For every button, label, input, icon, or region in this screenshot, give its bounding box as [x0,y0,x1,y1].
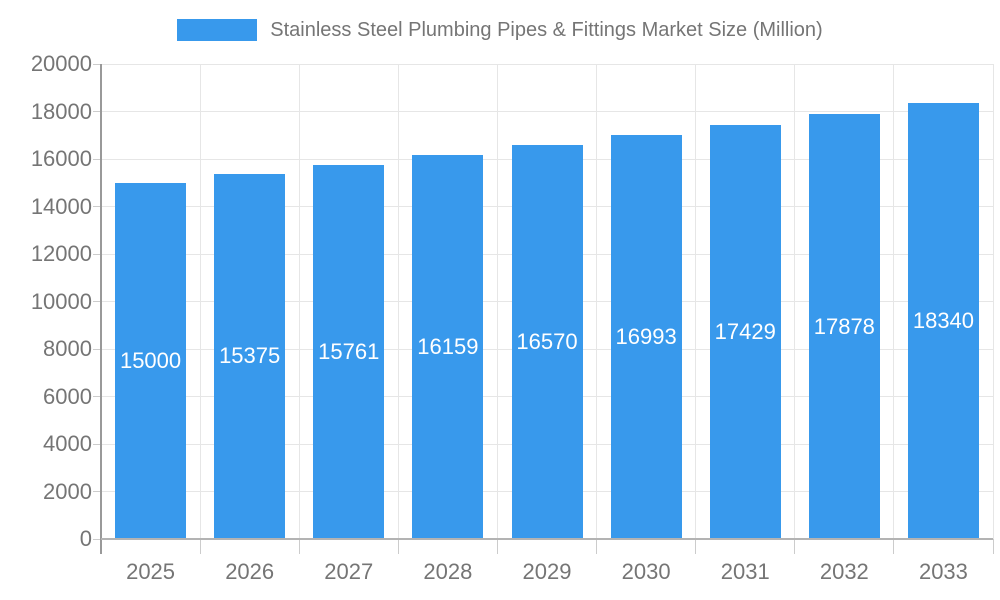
y-tick-label: 14000 [30,193,92,219]
x-axis-line [101,538,993,540]
y-tick-label: 12000 [30,241,92,266]
x-axis-tick [695,539,697,554]
legend-swatch-icon [177,19,258,41]
y-tick-label: 10000 [30,288,92,314]
y-axis-tick [93,396,101,397]
bar-value-label: 15761 [318,338,380,364]
x-axis-tick [992,539,994,554]
x-axis-tick [298,539,300,554]
y-tick-label: 16000 [30,146,92,171]
chart-legend[interactable]: Stainless Steel Plumbing Pipes & Fitting… [0,15,1000,45]
y-tick-label: 8000 [43,336,92,361]
v-gridline [496,64,498,539]
x-tick-label: 2031 [720,559,770,584]
h-gridline [101,63,993,65]
h-gridline [101,111,993,112]
bar-value-label: 17878 [813,313,875,339]
y-axis-line [100,64,102,554]
v-gridline [695,64,697,539]
bar-value-label: 16159 [417,334,479,360]
v-gridline [893,64,895,539]
v-gridline [794,64,796,539]
x-tick-label: 2029 [522,559,572,584]
x-tick-label: 2027 [324,559,374,584]
x-axis-tick [893,539,895,554]
legend-label: Stainless Steel Plumbing Pipes & Fitting… [270,18,823,41]
bar-value-label: 15375 [219,343,281,369]
x-tick-label: 2033 [918,559,968,584]
x-axis-tick [794,539,796,554]
y-axis-tick [93,348,101,350]
v-gridline [397,64,399,539]
bar-value-label: 16993 [615,324,677,350]
y-tick-label: 4000 [43,431,92,456]
bar-value-label: 18340 [912,308,975,334]
bar-value-label: 16570 [516,329,578,355]
y-axis-tick [93,63,101,65]
y-axis-tick [93,301,101,302]
y-axis-tick [93,443,101,445]
bar[interactable] [610,135,682,539]
bar[interactable] [511,145,583,539]
v-gridline [596,64,598,539]
y-axis-tick [93,111,101,112]
bar-value-label: 17429 [714,319,776,345]
x-axis-tick [199,539,201,554]
x-axis-tick [496,539,498,554]
bar[interactable] [313,164,385,539]
x-tick-label: 2032 [819,559,869,584]
y-axis-tick [93,253,101,255]
v-gridline [199,64,201,539]
x-tick-label: 2026 [225,559,275,584]
bar[interactable] [412,155,484,539]
bar[interactable] [907,103,979,539]
y-tick-label: 2000 [43,478,92,504]
bar[interactable] [808,114,880,539]
y-axis-tick [93,538,101,540]
y-tick-label: 18000 [30,98,92,124]
y-tick-label: 0 [79,526,92,551]
y-tick-label: 6000 [43,383,92,409]
bar[interactable] [709,125,781,539]
bar[interactable] [115,182,187,539]
x-axis-tick [596,539,598,554]
x-tick-label: 2025 [126,559,176,584]
y-axis-tick [93,491,101,492]
bar[interactable] [214,173,286,539]
v-gridline [298,64,300,539]
bar-value-label: 15000 [119,347,182,373]
x-tick-label: 2028 [423,559,473,584]
v-gridline [992,64,994,539]
y-tick-label: 20000 [30,51,92,76]
y-axis-tick [93,158,101,160]
y-axis-tick [93,206,101,207]
x-axis-tick [397,539,399,554]
x-tick-label: 2030 [621,559,671,584]
